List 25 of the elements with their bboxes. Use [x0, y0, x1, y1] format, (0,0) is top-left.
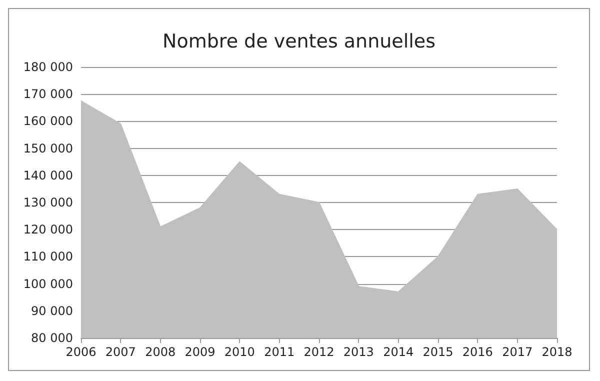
x-tick-label: 2012 [304, 345, 334, 359]
y-tick-label: 110 000 [23, 250, 73, 264]
x-tick-label: 2015 [422, 345, 454, 359]
chart-title: Nombre de ventes annuelles [162, 30, 436, 52]
y-tick-label: 90 000 [31, 304, 73, 318]
y-tick-label: 180 000 [23, 60, 73, 74]
x-tick-label: 2011 [264, 345, 295, 359]
x-tick-label: 2007 [105, 345, 136, 359]
y-tick-label: 100 000 [23, 276, 73, 291]
y-tick-label: 140 000 [23, 168, 73, 182]
y-tick-label: 130 000 [23, 196, 73, 210]
x-tick-label: 2013 [343, 345, 374, 359]
x-tick-label: 2016 [462, 345, 493, 359]
y-tick-label: 150 000 [23, 141, 73, 156]
y-tick-label: 170 000 [23, 87, 73, 102]
y-tick-label: 80 000 [31, 331, 73, 345]
x-tick-label: 2010 [224, 345, 255, 359]
y-tick-label: 120 000 [23, 222, 73, 237]
x-tick-label: 2014 [383, 345, 414, 359]
x-tick-label: 2008 [145, 345, 176, 359]
x-tick-label: 2006 [66, 345, 96, 359]
x-tick-label: 2017 [502, 345, 533, 359]
x-tick-label: 2018 [542, 345, 572, 359]
x-tick-label: 2009 [184, 345, 216, 359]
y-tick-label: 160 000 [23, 114, 73, 128]
